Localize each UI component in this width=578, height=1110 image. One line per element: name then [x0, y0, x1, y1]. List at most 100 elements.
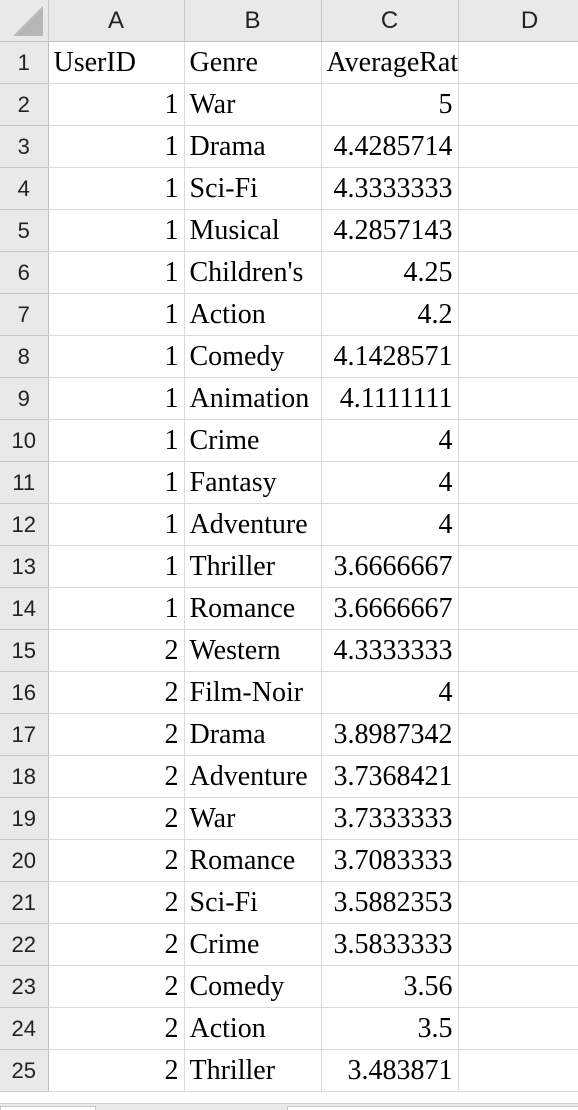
row-header[interactable]: 13: [0, 545, 49, 588]
cell-empty-d[interactable]: [458, 377, 578, 420]
cell-average-rating[interactable]: 3.5: [321, 1007, 459, 1050]
cell-genre[interactable]: Sci-Fi: [184, 881, 322, 924]
cell-user-id[interactable]: 1: [48, 587, 185, 630]
cell-genre[interactable]: Western: [184, 629, 322, 672]
cell-genre[interactable]: Sci-Fi: [184, 167, 322, 210]
cell-empty-d[interactable]: [458, 629, 578, 672]
cell-empty-d[interactable]: [458, 209, 578, 252]
cell-average-rating[interactable]: 3.483871: [321, 1049, 459, 1092]
cell-average-rating[interactable]: 3.5833333: [321, 923, 459, 966]
cell-genre[interactable]: Musical: [184, 209, 322, 252]
cell-average-rating[interactable]: 3.6666667: [321, 587, 459, 630]
select-all-button[interactable]: [0, 0, 49, 42]
cell-user-id[interactable]: 1: [48, 167, 185, 210]
cell-genre[interactable]: Comedy: [184, 965, 322, 1008]
cell-user-id[interactable]: 1: [48, 83, 185, 126]
row-header[interactable]: 16: [0, 671, 49, 714]
cell-empty-d[interactable]: [458, 1049, 578, 1092]
cell-genre[interactable]: Action: [184, 1007, 322, 1050]
row-header[interactable]: 6: [0, 251, 49, 294]
cell-average-rating[interactable]: 3.7333333: [321, 797, 459, 840]
cell-genre[interactable]: Crime: [184, 419, 322, 462]
cell-empty-d[interactable]: [458, 545, 578, 588]
row-header[interactable]: 10: [0, 419, 49, 462]
cell-average-rating[interactable]: 4.1428571: [321, 335, 459, 378]
cell-empty-d[interactable]: [458, 335, 578, 378]
row-header[interactable]: 2: [0, 83, 49, 126]
column-header-d[interactable]: D: [458, 0, 578, 42]
cell-average-rating[interactable]: 3.56: [321, 965, 459, 1008]
horizontal-scrollbar-thumb[interactable]: [287, 1106, 578, 1110]
cell-genre[interactable]: War: [184, 797, 322, 840]
cell-genre[interactable]: Action: [184, 293, 322, 336]
cell-genre[interactable]: Fantasy: [184, 461, 322, 504]
cell-user-id[interactable]: 1: [48, 251, 185, 294]
cell-empty-d[interactable]: [458, 461, 578, 504]
row-header[interactable]: 25: [0, 1049, 49, 1092]
cell-genre[interactable]: Crime: [184, 923, 322, 966]
row-header[interactable]: 15: [0, 629, 49, 672]
cell-empty-d[interactable]: [458, 965, 578, 1008]
cell-genre[interactable]: Comedy: [184, 335, 322, 378]
cell-average-rating[interactable]: 3.7368421: [321, 755, 459, 798]
cell-empty-d[interactable]: [458, 587, 578, 630]
cell-user-id[interactable]: 1: [48, 377, 185, 420]
cell-user-id[interactable]: 2: [48, 1049, 185, 1092]
cell-genre[interactable]: Romance: [184, 839, 322, 882]
cell-empty-d[interactable]: [458, 125, 578, 168]
horizontal-scrollbar[interactable]: [0, 1103, 578, 1110]
cell-genre[interactable]: Thriller: [184, 1049, 322, 1092]
cell-empty-d[interactable]: [458, 797, 578, 840]
cell-user-id[interactable]: 2: [48, 755, 185, 798]
row-header[interactable]: 21: [0, 881, 49, 924]
cell-genre[interactable]: Drama: [184, 713, 322, 756]
cell-user-id[interactable]: 2: [48, 713, 185, 756]
cell-empty-d[interactable]: [458, 755, 578, 798]
cell-user-id[interactable]: 1: [48, 125, 185, 168]
cell-genre[interactable]: Film-Noir: [184, 671, 322, 714]
cell-average-rating[interactable]: 3.7083333: [321, 839, 459, 882]
cell-user-id[interactable]: 2: [48, 797, 185, 840]
row-header[interactable]: 17: [0, 713, 49, 756]
cell-average-rating[interactable]: 4.3333333: [321, 167, 459, 210]
row-header[interactable]: 9: [0, 377, 49, 420]
cell-user-id[interactable]: 2: [48, 629, 185, 672]
cell-average-rating[interactable]: 4.2: [321, 293, 459, 336]
cell-empty-d[interactable]: [458, 713, 578, 756]
cell-genre[interactable]: Children's: [184, 251, 322, 294]
cell-average-rating[interactable]: 3.6666667: [321, 545, 459, 588]
cell-average-rating[interactable]: 5: [321, 83, 459, 126]
row-header[interactable]: 3: [0, 125, 49, 168]
row-header[interactable]: 18: [0, 755, 49, 798]
cell-user-id[interactable]: 1: [48, 209, 185, 252]
cell-user-id[interactable]: 1: [48, 461, 185, 504]
cell-average-rating[interactable]: 3.5882353: [321, 881, 459, 924]
row-header[interactable]: 20: [0, 839, 49, 882]
cell-average-rating[interactable]: 4.3333333: [321, 629, 459, 672]
cell-average-rating[interactable]: 4.1111111: [321, 377, 459, 420]
row-header-1[interactable]: 1: [0, 41, 49, 84]
cell-empty-d[interactable]: [458, 167, 578, 210]
cell-user-id[interactable]: 2: [48, 839, 185, 882]
cell-empty-d[interactable]: [458, 293, 578, 336]
row-header[interactable]: 8: [0, 335, 49, 378]
cell-empty-d[interactable]: [458, 881, 578, 924]
cell-genre[interactable]: Animation: [184, 377, 322, 420]
cell-user-id[interactable]: 2: [48, 671, 185, 714]
column-header-c[interactable]: C: [321, 0, 459, 42]
cell-genre[interactable]: Drama: [184, 125, 322, 168]
cell-empty-d[interactable]: [458, 419, 578, 462]
cell-genre[interactable]: Adventure: [184, 755, 322, 798]
row-header[interactable]: 4: [0, 167, 49, 210]
cell-empty-d[interactable]: [458, 83, 578, 126]
row-header[interactable]: 24: [0, 1007, 49, 1050]
cell-user-id[interactable]: 1: [48, 293, 185, 336]
cell-average-rating[interactable]: 4.25: [321, 251, 459, 294]
row-header[interactable]: 14: [0, 587, 49, 630]
cell-c1[interactable]: AverageRating: [321, 41, 459, 84]
cell-user-id[interactable]: 2: [48, 881, 185, 924]
cell-a1[interactable]: UserID: [48, 41, 185, 84]
row-header[interactable]: 23: [0, 965, 49, 1008]
row-header[interactable]: 11: [0, 461, 49, 504]
row-header[interactable]: 5: [0, 209, 49, 252]
